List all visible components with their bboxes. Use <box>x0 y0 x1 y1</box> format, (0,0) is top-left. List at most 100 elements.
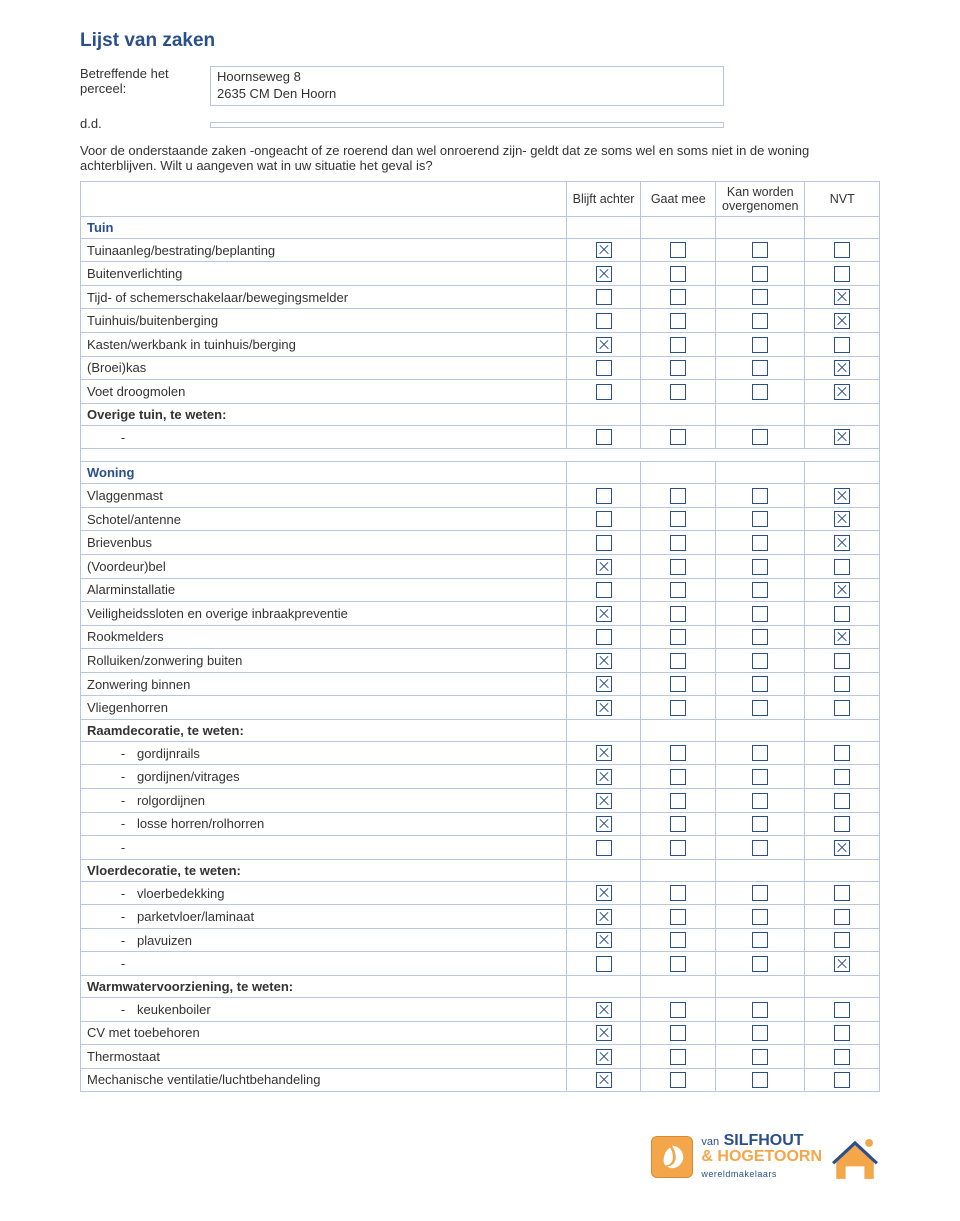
checkbox[interactable] <box>596 1025 612 1041</box>
checkbox[interactable] <box>670 242 686 258</box>
checkbox[interactable] <box>596 840 612 856</box>
checkbox[interactable] <box>752 242 768 258</box>
checkbox[interactable] <box>596 535 612 551</box>
checkbox[interactable] <box>670 769 686 785</box>
checkbox[interactable] <box>596 816 612 832</box>
checkbox[interactable] <box>834 956 850 972</box>
checkbox[interactable] <box>670 559 686 575</box>
checkbox[interactable] <box>752 932 768 948</box>
checkbox[interactable] <box>596 582 612 598</box>
checkbox[interactable] <box>834 289 850 305</box>
checkbox[interactable] <box>834 360 850 376</box>
checkbox[interactable] <box>752 840 768 856</box>
checkbox[interactable] <box>596 1049 612 1065</box>
checkbox[interactable] <box>752 384 768 400</box>
checkbox[interactable] <box>596 384 612 400</box>
checkbox[interactable] <box>834 629 850 645</box>
checkbox[interactable] <box>752 1002 768 1018</box>
checkbox[interactable] <box>752 793 768 809</box>
checkbox[interactable] <box>752 629 768 645</box>
checkbox[interactable] <box>834 1025 850 1041</box>
checkbox[interactable] <box>670 629 686 645</box>
checkbox[interactable] <box>752 606 768 622</box>
checkbox[interactable] <box>752 653 768 669</box>
checkbox[interactable] <box>752 1025 768 1041</box>
checkbox[interactable] <box>834 535 850 551</box>
checkbox[interactable] <box>752 313 768 329</box>
checkbox[interactable] <box>834 1049 850 1065</box>
checkbox[interactable] <box>596 745 612 761</box>
checkbox[interactable] <box>834 511 850 527</box>
checkbox[interactable] <box>596 676 612 692</box>
checkbox[interactable] <box>752 956 768 972</box>
checkbox[interactable] <box>670 840 686 856</box>
checkbox[interactable] <box>752 289 768 305</box>
checkbox[interactable] <box>670 606 686 622</box>
checkbox[interactable] <box>834 885 850 901</box>
checkbox[interactable] <box>670 745 686 761</box>
checkbox[interactable] <box>596 606 612 622</box>
checkbox[interactable] <box>670 1049 686 1065</box>
checkbox[interactable] <box>596 313 612 329</box>
checkbox[interactable] <box>670 582 686 598</box>
checkbox[interactable] <box>596 337 612 353</box>
checkbox[interactable] <box>670 289 686 305</box>
checkbox[interactable] <box>834 1072 850 1088</box>
checkbox[interactable] <box>752 769 768 785</box>
checkbox[interactable] <box>834 488 850 504</box>
checkbox[interactable] <box>752 676 768 692</box>
checkbox[interactable] <box>670 885 686 901</box>
checkbox[interactable] <box>596 266 612 282</box>
checkbox[interactable] <box>834 313 850 329</box>
checkbox[interactable] <box>834 745 850 761</box>
checkbox[interactable] <box>752 360 768 376</box>
checkbox[interactable] <box>834 932 850 948</box>
checkbox[interactable] <box>670 511 686 527</box>
checkbox[interactable] <box>596 360 612 376</box>
checkbox[interactable] <box>752 559 768 575</box>
checkbox[interactable] <box>670 535 686 551</box>
checkbox[interactable] <box>670 816 686 832</box>
checkbox[interactable] <box>834 769 850 785</box>
checkbox[interactable] <box>834 384 850 400</box>
checkbox[interactable] <box>670 676 686 692</box>
checkbox[interactable] <box>834 559 850 575</box>
checkbox[interactable] <box>596 1002 612 1018</box>
checkbox[interactable] <box>670 793 686 809</box>
checkbox[interactable] <box>670 488 686 504</box>
checkbox[interactable] <box>752 1049 768 1065</box>
checkbox[interactable] <box>596 793 612 809</box>
checkbox[interactable] <box>834 840 850 856</box>
checkbox[interactable] <box>752 1072 768 1088</box>
checkbox[interactable] <box>670 909 686 925</box>
checkbox[interactable] <box>596 885 612 901</box>
checkbox[interactable] <box>596 289 612 305</box>
checkbox[interactable] <box>670 1025 686 1041</box>
checkbox[interactable] <box>596 700 612 716</box>
checkbox[interactable] <box>670 337 686 353</box>
checkbox[interactable] <box>834 429 850 445</box>
checkbox[interactable] <box>752 429 768 445</box>
checkbox[interactable] <box>834 337 850 353</box>
checkbox[interactable] <box>834 700 850 716</box>
checkbox[interactable] <box>596 511 612 527</box>
checkbox[interactable] <box>596 1072 612 1088</box>
checkbox[interactable] <box>670 700 686 716</box>
checkbox[interactable] <box>752 909 768 925</box>
checkbox[interactable] <box>670 653 686 669</box>
checkbox[interactable] <box>752 700 768 716</box>
checkbox[interactable] <box>752 488 768 504</box>
checkbox[interactable] <box>834 793 850 809</box>
checkbox[interactable] <box>752 745 768 761</box>
checkbox[interactable] <box>752 582 768 598</box>
checkbox[interactable] <box>596 932 612 948</box>
checkbox[interactable] <box>596 769 612 785</box>
checkbox[interactable] <box>596 488 612 504</box>
checkbox[interactable] <box>752 816 768 832</box>
checkbox[interactable] <box>752 885 768 901</box>
checkbox[interactable] <box>752 535 768 551</box>
checkbox[interactable] <box>834 606 850 622</box>
checkbox[interactable] <box>834 242 850 258</box>
checkbox[interactable] <box>834 1002 850 1018</box>
checkbox[interactable] <box>670 956 686 972</box>
